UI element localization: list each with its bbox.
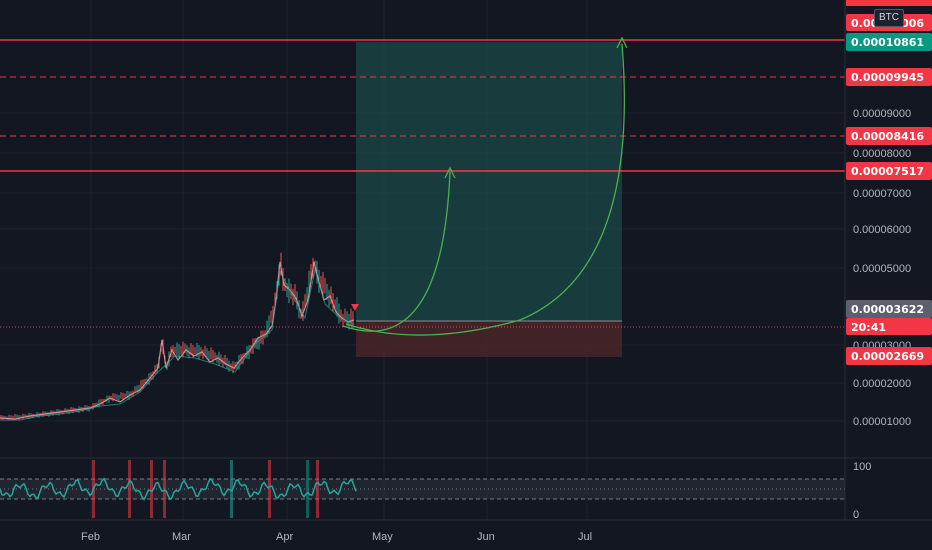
time-label: Jul [578, 531, 592, 543]
price-tick: 0.00001000 [853, 416, 911, 428]
rsi-signal-bar [230, 460, 233, 518]
price-candles [0, 252, 354, 421]
current-price-tag[interactable] [846, 300, 932, 318]
rsi-line [0, 477, 357, 501]
target-price-tag[interactable] [846, 33, 932, 51]
short-target-arrowhead [444, 166, 456, 179]
rsi-signal-bar [150, 460, 153, 518]
rsi-tick: 100 [853, 461, 871, 473]
rsi-signal-bar [163, 460, 166, 518]
stop-price-tag[interactable] [846, 347, 932, 365]
level-tag-1-label: 0.00009945 [851, 71, 924, 84]
level-tag-2[interactable] [846, 127, 932, 145]
level-tag-3[interactable] [846, 162, 932, 180]
rsi-tick: 0 [853, 509, 859, 521]
rsi-signal-bar [316, 460, 319, 518]
level-tag-1[interactable] [846, 68, 932, 86]
symbol-badge[interactable]: BTC [874, 9, 904, 27]
level-tag-3-label: 0.00007517 [851, 165, 924, 178]
price-tick: 0.00008000 [853, 148, 911, 160]
level-tag-2-label: 0.00008416 [851, 130, 924, 143]
current-price-tag-label: 0.00003622 [851, 303, 924, 316]
price-line-shadow [0, 269, 355, 421]
countdown-tag [846, 318, 932, 335]
loss-zone[interactable] [356, 321, 622, 357]
time-label: Jun [477, 531, 495, 543]
price-tick: 0.00005000 [853, 263, 911, 275]
price-tick: 0.00007000 [853, 188, 911, 200]
price-tick: 0.00009000 [853, 108, 911, 120]
long-target-arrow[interactable] [345, 43, 625, 336]
price-tick: 0.00002000 [853, 378, 911, 390]
price-axis[interactable]: 0.00009000 0.00008000 0.00007000 0.00006… [844, 0, 932, 521]
last-candle-marker [351, 304, 359, 311]
countdown-label: 20:41 [851, 321, 886, 334]
time-label: Feb [81, 531, 100, 543]
time-label: Apr [276, 531, 293, 543]
target-price-tag-label: 0.00010861 [851, 36, 924, 49]
stop-price-tag-label: 0.00002669 [851, 350, 924, 363]
rsi-signal-bar [306, 460, 309, 518]
rsi-signal-bar [128, 460, 131, 518]
long-target-arrowhead [616, 36, 628, 49]
profit-zone[interactable] [356, 42, 622, 321]
time-label: Mar [172, 531, 191, 543]
price-tick: 0.00006000 [853, 224, 911, 236]
rsi-signal-bar [268, 460, 271, 518]
price-line [0, 261, 355, 420]
time-label: May [372, 531, 393, 543]
short-target-arrow[interactable] [342, 171, 451, 332]
time-axis[interactable]: Feb Mar Apr May Jun Jul [0, 519, 932, 543]
rsi-pane[interactable] [0, 457, 932, 518]
